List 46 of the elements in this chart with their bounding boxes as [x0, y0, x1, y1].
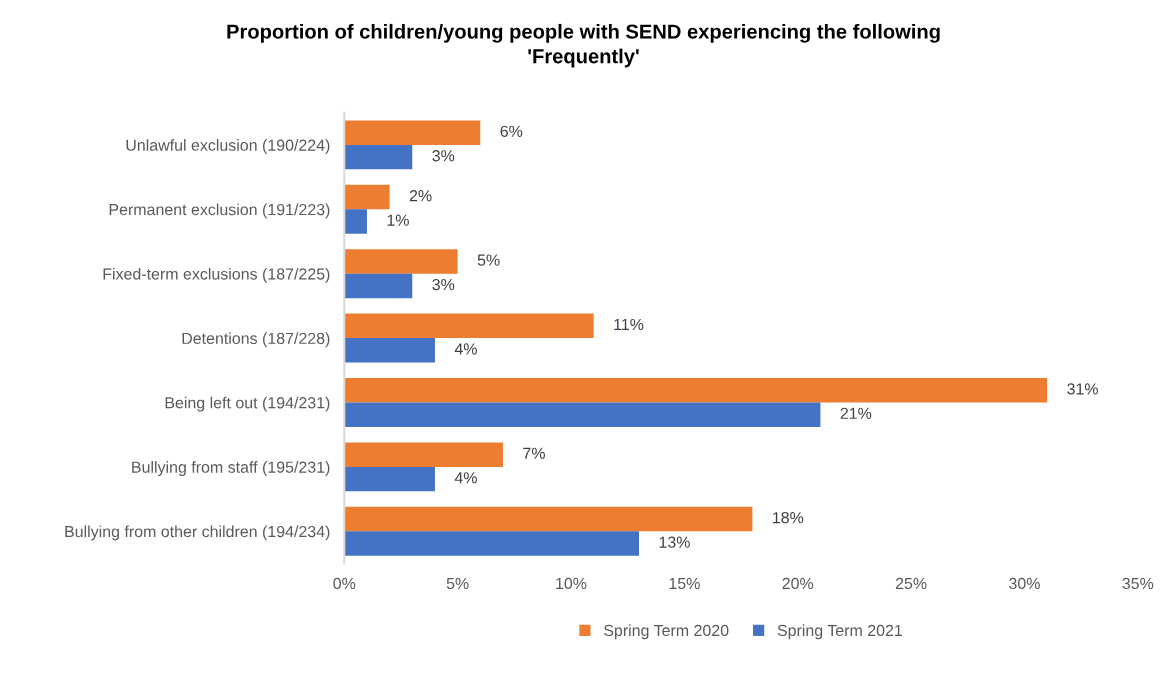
- bar: [344, 466, 435, 492]
- data-label: 13%: [659, 536, 690, 548]
- legend-label: Spring Term 2021: [777, 624, 902, 640]
- chart-title: Proportion of children/young people with SEND experiencing the following 'Frequently': [227, 23, 940, 68]
- bar: [344, 378, 1048, 403]
- y-tick-label: Permanent exclusion (191/223): [109, 203, 330, 219]
- legend-label: Spring Term 2020: [604, 624, 729, 640]
- x-tick-label: 0%: [333, 577, 356, 590]
- x-tick-label: 20%: [782, 577, 814, 590]
- bar: [344, 273, 413, 299]
- x-tick-label: 25%: [895, 577, 927, 590]
- x-tick-label: 15%: [669, 577, 700, 590]
- data-label: 31%: [1067, 383, 1098, 395]
- bar: [344, 313, 594, 339]
- data-label: 5%: [477, 254, 500, 266]
- x-tick-label: 30%: [1009, 577, 1040, 590]
- data-label: 18%: [773, 512, 804, 524]
- data-label: 3%: [432, 150, 455, 162]
- data-label: 11%: [614, 318, 644, 331]
- bar: [344, 338, 435, 363]
- data-label: 21%: [840, 407, 872, 419]
- y-tick-label: Bullying from staff (195/231): [132, 461, 330, 476]
- y-tick-label: Unlawful exclusion (190/224): [126, 139, 330, 154]
- bar: [344, 442, 503, 467]
- y-tick-label: Fixed-term exclusions (187/225): [103, 267, 330, 283]
- x-tick-label: 10%: [556, 577, 587, 590]
- bar: [344, 184, 390, 210]
- y-tick-label: Bullying from other children (194/234): [65, 525, 330, 541]
- x-tick-label: 35%: [1122, 577, 1154, 590]
- data-label: 1%: [387, 214, 409, 226]
- data-label: 4%: [454, 343, 477, 355]
- bar: [344, 506, 753, 532]
- bar: [344, 249, 458, 274]
- x-tick-label: 5%: [446, 577, 469, 590]
- data-label: 4%: [454, 472, 477, 484]
- data-label: 3%: [432, 278, 455, 291]
- bar: [344, 120, 481, 145]
- bar: [344, 144, 413, 170]
- bar: [344, 402, 821, 427]
- y-tick-label: Being left out (194/231): [165, 396, 330, 412]
- y-tick-label: Detentions (187/228): [182, 332, 330, 348]
- data-label: 7%: [523, 447, 545, 459]
- data-label: 6%: [500, 125, 523, 137]
- data-label: 2%: [409, 190, 432, 202]
- bar: [344, 209, 367, 234]
- bar: [344, 531, 640, 556]
